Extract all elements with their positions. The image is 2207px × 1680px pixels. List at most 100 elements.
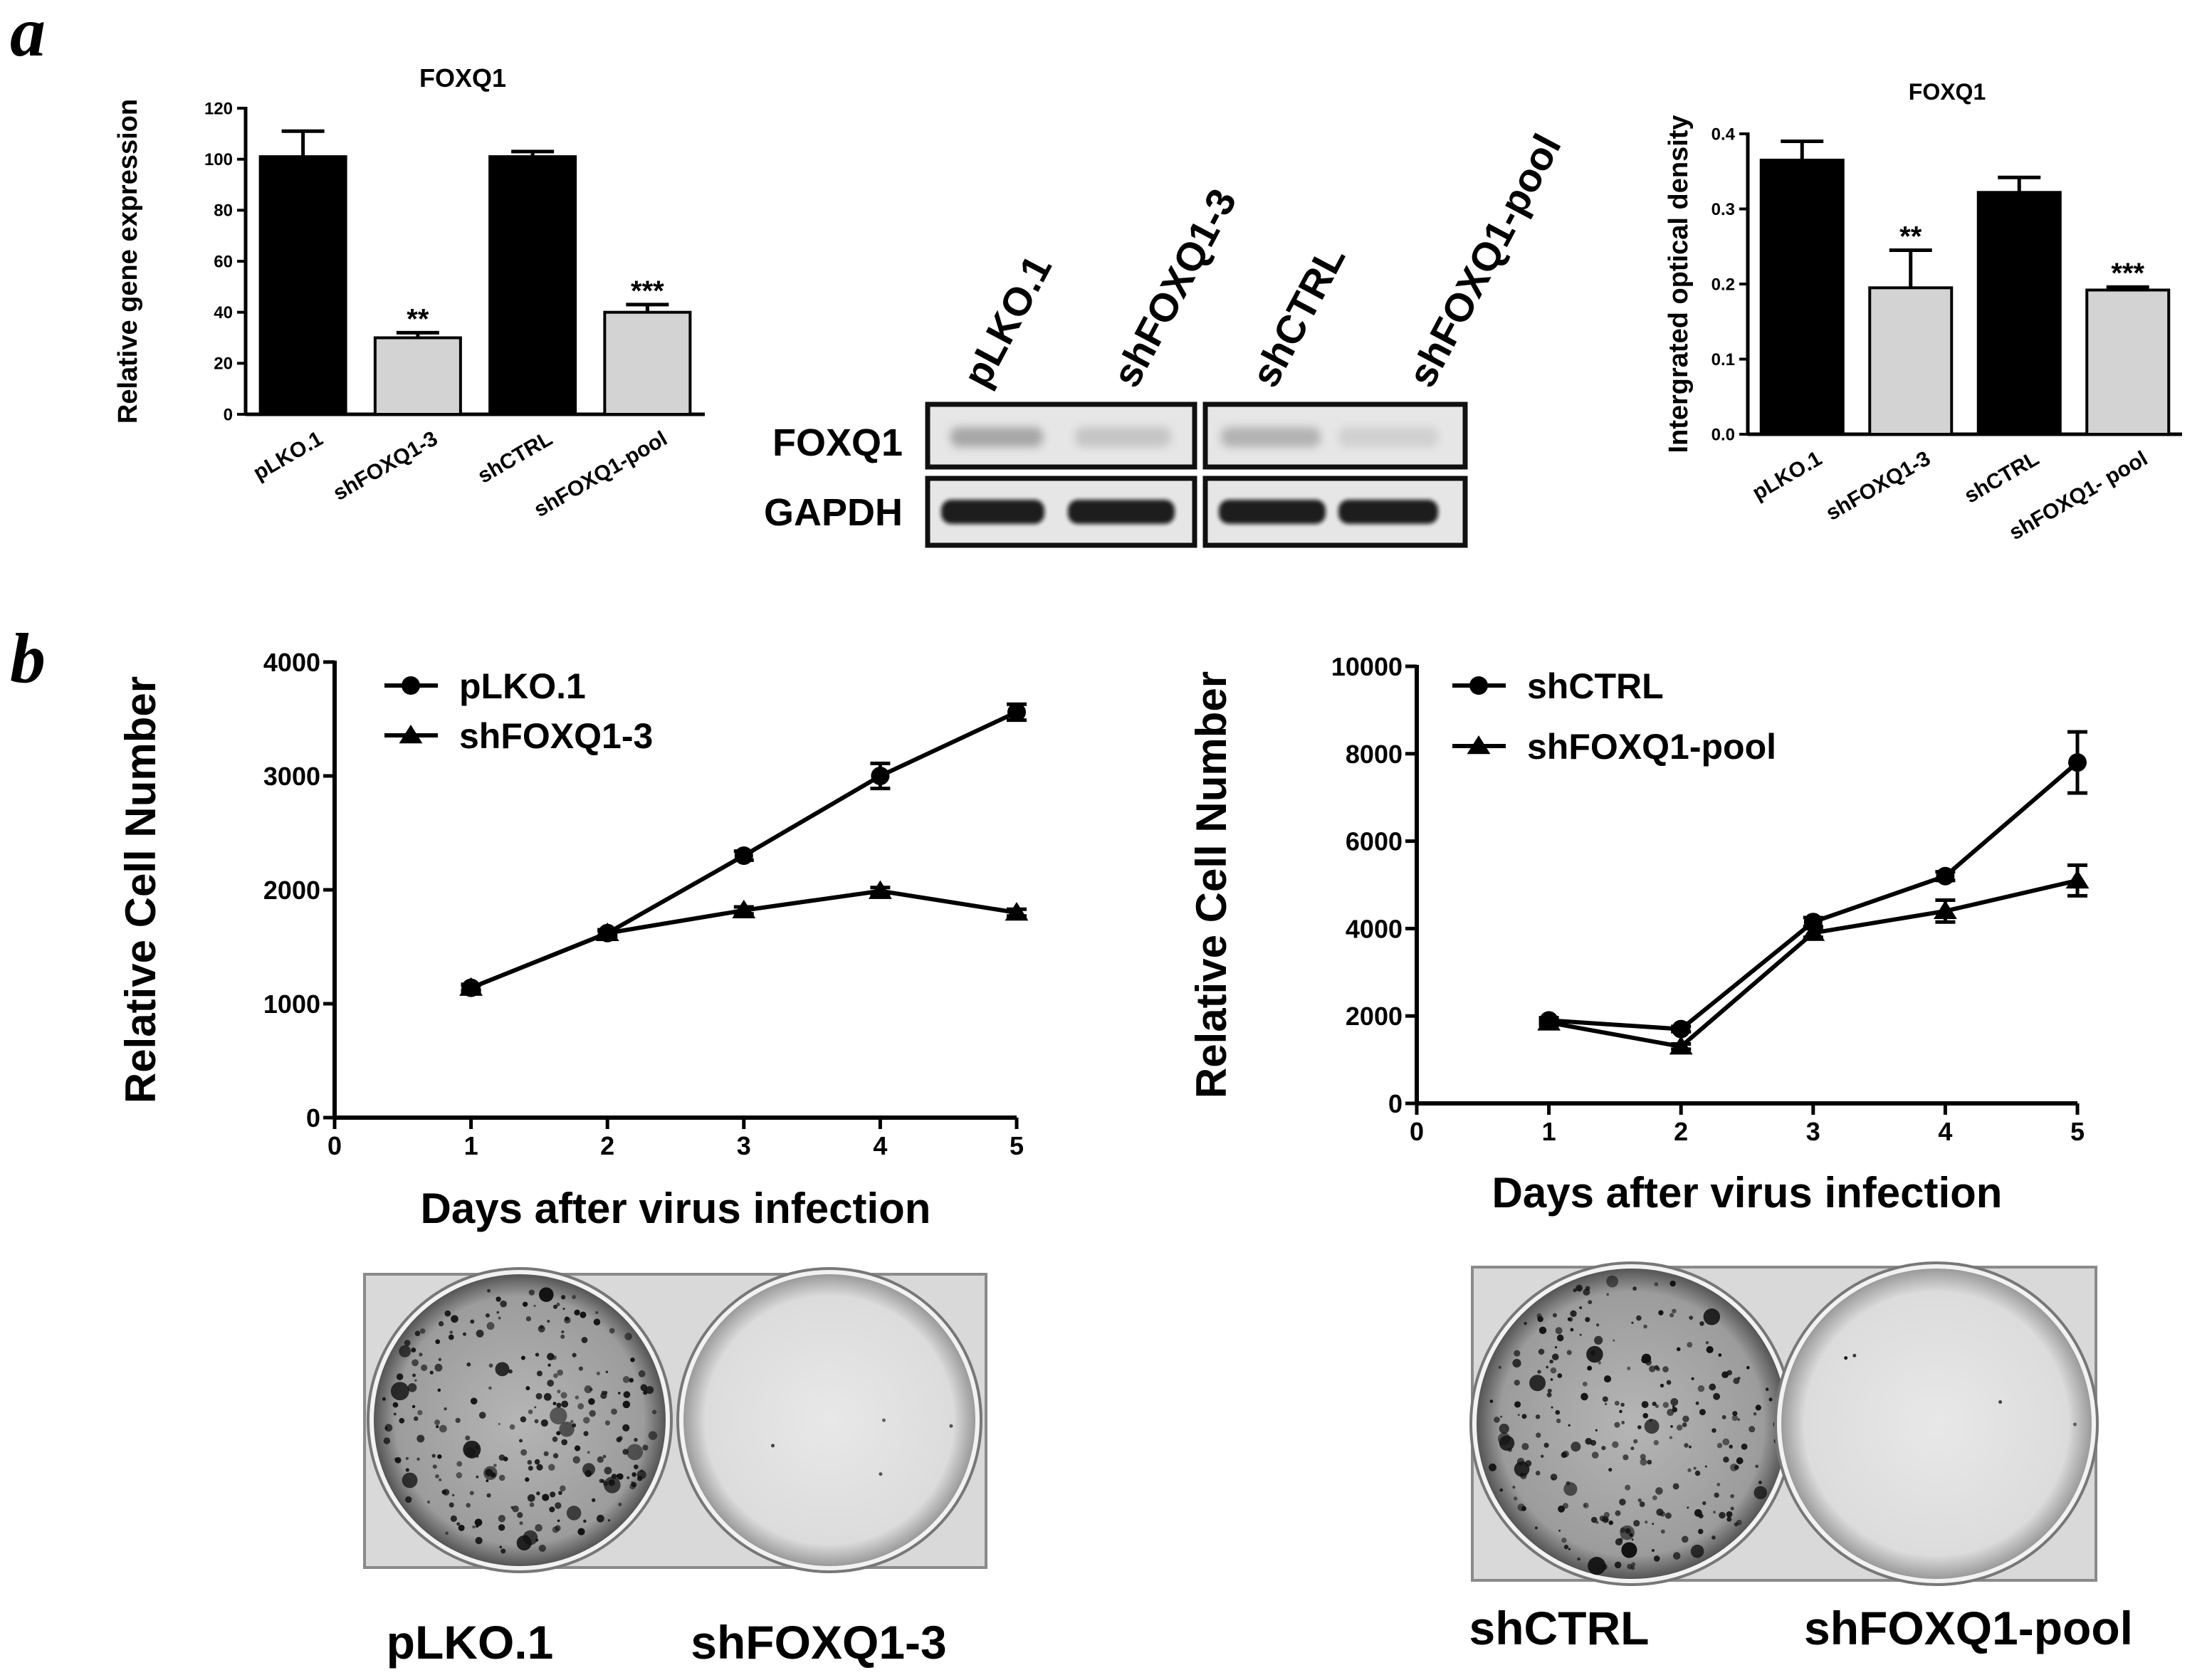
series-line [1548,760,2079,1031]
colony [596,1514,604,1523]
well-few-colonies [683,1274,975,1566]
x-tick-label: 4 [1938,1117,1952,1146]
colony [1746,1365,1750,1370]
colony [1758,1481,1762,1484]
colony [555,1525,561,1531]
colony [1689,1445,1692,1449]
colony [429,1370,434,1375]
colony [1660,1383,1665,1388]
colony [1709,1383,1716,1391]
colony [437,1388,441,1392]
colony [575,1395,580,1400]
colony [451,1315,458,1323]
y-tick-label: 4000 [263,648,320,677]
colony [402,1472,418,1489]
colony [603,1481,608,1486]
colony [1633,1439,1638,1444]
colony [444,1310,451,1317]
colony [439,1424,447,1433]
y-tick-label: 0 [224,405,233,424]
colony [1514,1401,1521,1408]
colony [1636,1315,1642,1321]
colony [1577,1286,1581,1291]
colony [449,1330,454,1334]
y-axis-label: Relative gene expression [113,99,143,424]
colony [1583,1288,1590,1296]
colony [1729,1444,1733,1449]
colony [552,1304,557,1309]
colony [442,1489,450,1496]
colony [642,1444,649,1451]
colony [1655,1404,1660,1408]
colony [1716,1442,1723,1449]
x-tick-label: 1 [1542,1117,1556,1146]
colony [390,1382,409,1401]
colony [651,1409,657,1414]
colony [1599,1515,1605,1522]
colony [572,1423,577,1428]
y-tick-label: 1000 [263,989,320,1019]
colony [558,1491,562,1496]
data-point [2068,753,2087,772]
colony [1672,1483,1679,1490]
series-shfoxq1-3 [459,880,1029,996]
colony [643,1390,648,1395]
colony [1741,1443,1748,1450]
y-axis-label: Intergrated optical density [1664,115,1694,453]
x-tick-label: 3 [737,1131,751,1160]
colony [543,1451,549,1456]
colony [640,1469,644,1472]
significance-label: ** [1899,221,1922,253]
plate-label: pLKO.1 [387,1616,554,1669]
colony [881,1418,886,1422]
legend-marker [402,676,420,695]
colony [555,1502,562,1509]
colony [561,1439,568,1446]
colony [1719,1511,1726,1519]
data-point [1936,866,1955,886]
legend-label: shFOXQ1-pool [1527,727,1776,767]
colony [1558,1529,1561,1532]
data-point [595,922,619,942]
colony [1608,1520,1613,1526]
colony [618,1502,622,1506]
colony [1753,1486,1767,1500]
colony [1538,1348,1545,1355]
growth-chart-left: 0 1000 2000 3000 4000 0 1 2 3 4 5 Days after virus … [117,648,1029,1232]
colony [611,1474,617,1479]
colony [493,1464,497,1467]
data-point [459,977,483,996]
colony [1651,1548,1655,1553]
colony [1555,1409,1561,1415]
colony [1623,1454,1629,1461]
colony [1573,1288,1577,1293]
chart-title: FOXQ1 [419,63,506,93]
colony [561,1295,566,1300]
colony [1633,1520,1640,1527]
colony [624,1333,632,1340]
colony [1582,1381,1588,1387]
density-bar-chart: FOXQ1 Intergrated optical density 0.0 0.1 0.… [1664,79,2182,545]
colony [1568,1317,1573,1322]
colony [1603,1375,1612,1383]
colony [1749,1426,1756,1433]
colony [1550,1378,1553,1381]
y-tick-label: 0.3 [1711,200,1735,219]
colony [1998,1400,2003,1404]
colony [1734,1522,1739,1527]
blot-row-label-foxq1: FOXQ1 [772,421,903,464]
x-tick-label: 2 [1674,1117,1688,1146]
blot-band-gapdh [941,500,1044,524]
colony [1676,1424,1683,1431]
colony [589,1409,596,1417]
colony [1768,1397,1773,1402]
colony [1765,1387,1769,1391]
colony [434,1419,441,1425]
colony [525,1477,530,1482]
colony [949,1424,953,1428]
plate-label: shFOXQ1-pool [1804,1602,2133,1654]
y-tick-label: 8000 [1346,740,1403,769]
colony [577,1528,585,1535]
colony [476,1475,479,1479]
